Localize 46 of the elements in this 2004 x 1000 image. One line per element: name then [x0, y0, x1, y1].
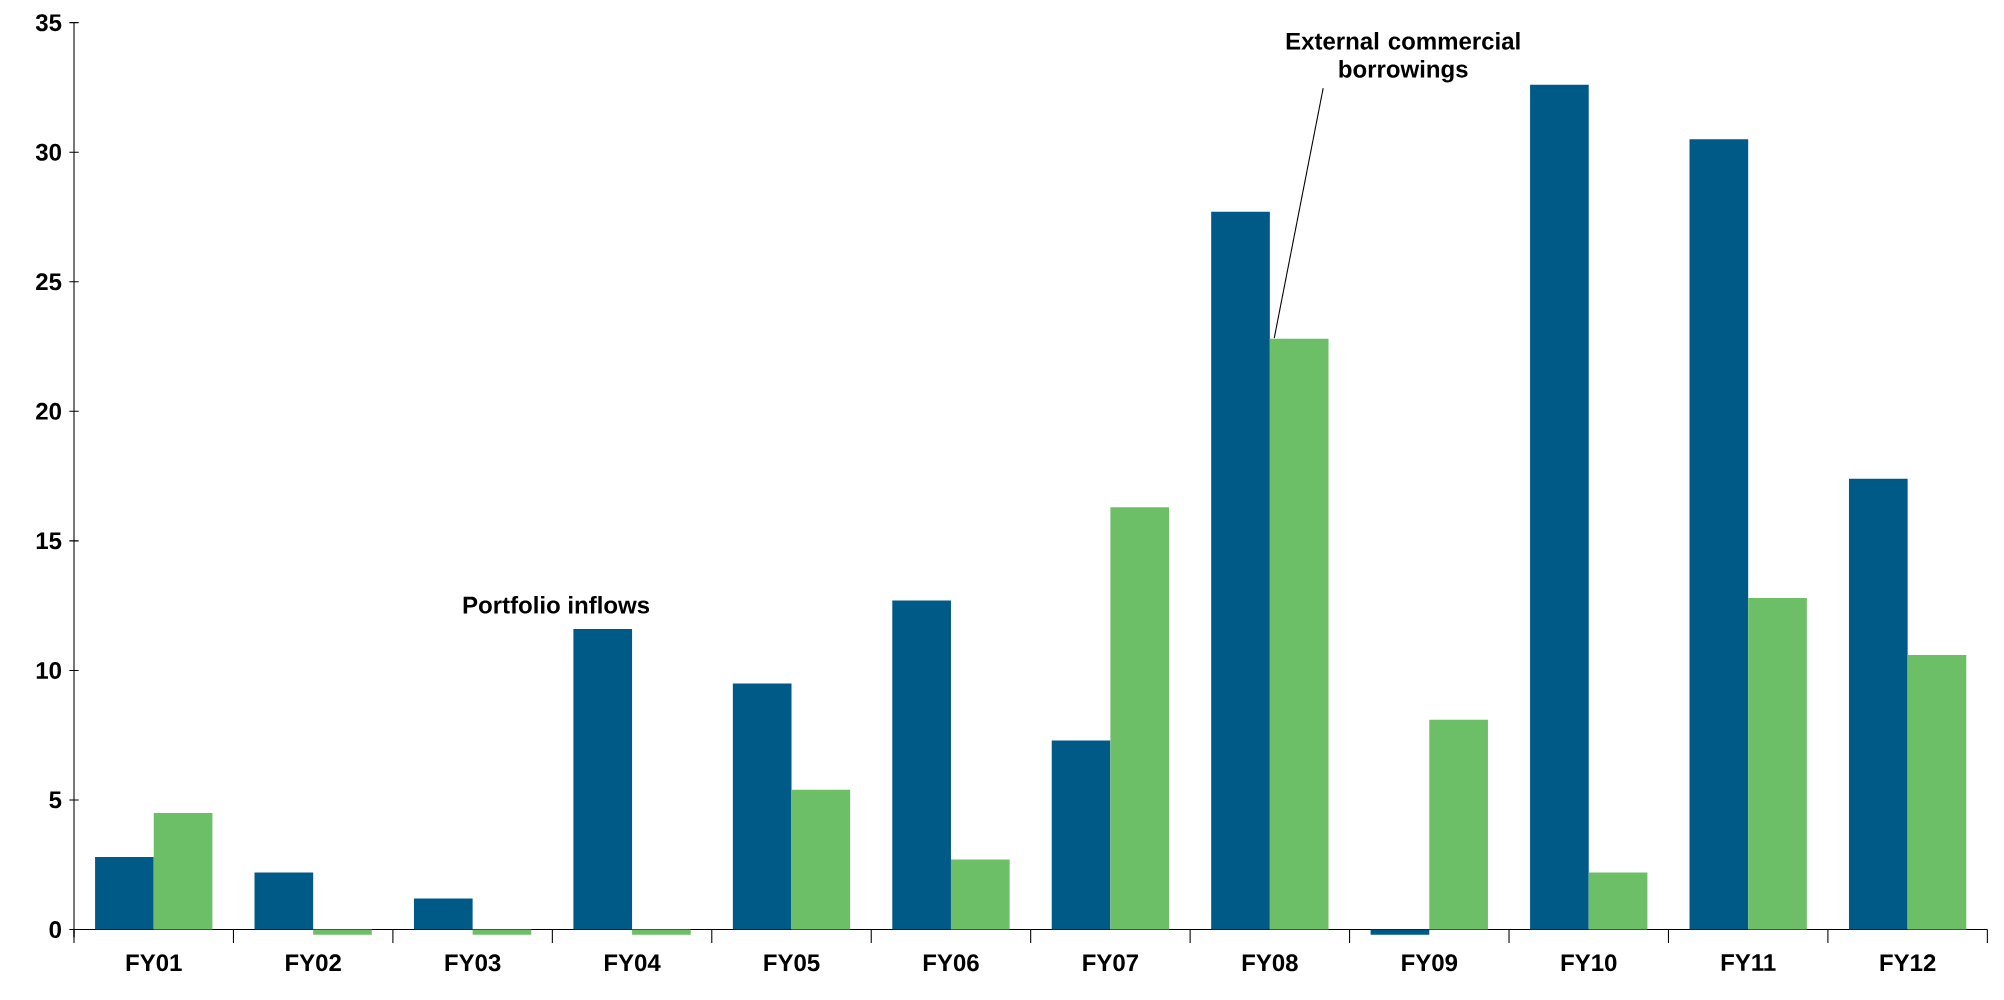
- x-tick-label: FY09: [1402, 954, 1458, 972]
- bar: [1588, 872, 1648, 930]
- bar: [254, 872, 314, 930]
- annotation: External commercial borrowings: [1286, 32, 1520, 83]
- y-tick-label: 30: [35, 143, 61, 161]
- y-tick-label: 0: [49, 921, 61, 939]
- bar: [472, 929, 532, 935]
- x-tick-label: FY06: [923, 954, 979, 972]
- y-tick-label: 20: [36, 402, 61, 420]
- bar: [791, 789, 851, 930]
- x-tick-label: FY05: [764, 954, 820, 972]
- bar: [1269, 338, 1329, 930]
- y-tick-label: 25: [36, 273, 62, 291]
- bar: [1907, 654, 1967, 930]
- bar: [1429, 719, 1488, 930]
- bar: [1530, 84, 1589, 930]
- x-tick-label: FY08: [1242, 954, 1298, 972]
- x-tick-label: FY01: [126, 954, 182, 972]
- bar: [632, 929, 691, 935]
- bar: [1748, 597, 1807, 930]
- x-tick-label: FY07: [1083, 954, 1139, 972]
- bar: [313, 929, 372, 935]
- bar: [1110, 507, 1170, 930]
- bar: [153, 812, 213, 930]
- bar: [1370, 929, 1430, 935]
- y-tick-label: 5: [49, 791, 62, 809]
- y-tick-label: 15: [36, 532, 62, 550]
- bar: [1848, 478, 1908, 930]
- x-tick-label: FY03: [445, 954, 501, 972]
- annotation: Portfolio inflows: [463, 595, 650, 614]
- bar: [1051, 740, 1111, 930]
- bar: [1689, 139, 1749, 930]
- bar: [1211, 211, 1270, 930]
- bar: [95, 857, 154, 930]
- bar: [413, 898, 473, 930]
- y-tick-label: 10: [36, 661, 61, 679]
- bar: [950, 859, 1010, 930]
- y-tick-label: 35: [35, 14, 62, 32]
- x-tick-label: FY11: [1721, 954, 1776, 971]
- bar: [892, 600, 951, 930]
- x-tick-label: FY02: [286, 954, 341, 972]
- bar: [732, 683, 792, 930]
- x-tick-label: FY12: [1880, 954, 1936, 972]
- x-tick-label: FY10: [1561, 954, 1617, 972]
- x-tick-label: FY04: [605, 954, 661, 972]
- bar: [573, 628, 633, 930]
